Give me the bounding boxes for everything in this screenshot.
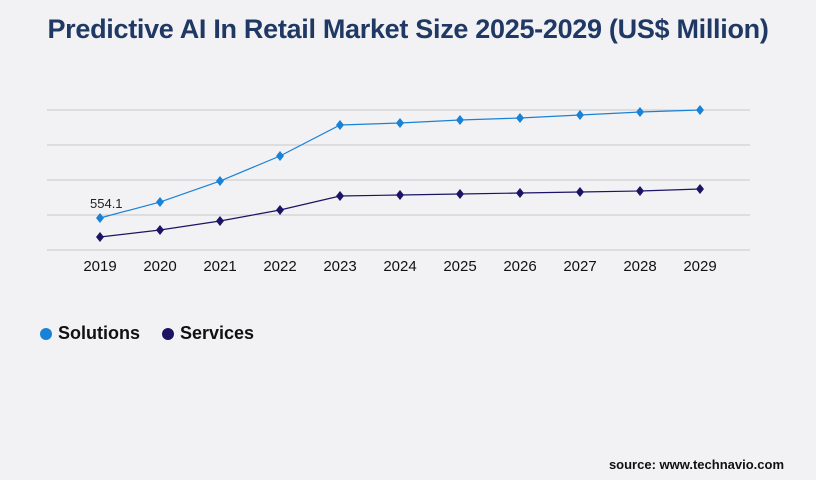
x-tick-label: 2028	[623, 258, 656, 275]
data-point	[96, 213, 104, 224]
legend-item-services: Services	[162, 323, 254, 344]
data-point	[516, 188, 524, 199]
data-point	[96, 232, 104, 243]
legend: Solutions Services	[40, 323, 254, 344]
legend-label: Services	[180, 323, 255, 343]
data-point	[696, 105, 704, 115]
x-tick-label: 2023	[323, 258, 356, 275]
legend-label: Solutions	[58, 323, 140, 343]
x-tick-label: 2020	[143, 258, 176, 275]
x-tick-label: 2025	[443, 258, 476, 275]
data-point	[696, 183, 704, 194]
legend-marker-services	[162, 327, 174, 340]
data-label: 554.1	[90, 196, 123, 211]
data-point	[216, 176, 224, 187]
data-point	[456, 189, 464, 199]
data-point	[156, 197, 164, 208]
chart-title: Predictive AI In Retail Market Size 2025…	[47, 14, 769, 44]
data-point	[516, 113, 524, 124]
x-tick-label: 2027	[563, 258, 596, 275]
data-point	[396, 117, 404, 128]
data-point	[276, 151, 284, 162]
data-point	[396, 189, 404, 200]
x-tick-label: 2026	[503, 258, 536, 275]
data-point	[636, 107, 644, 118]
data-point	[216, 216, 224, 227]
source-note: source: www.technavio.com	[608, 457, 784, 472]
data-point	[576, 110, 584, 121]
data-point	[156, 225, 164, 236]
data-point	[336, 120, 344, 131]
x-tick-label: 2029	[683, 258, 716, 275]
data-point	[276, 204, 284, 215]
x-tick-label: 2022	[263, 258, 296, 275]
x-tick-label: 2021	[203, 258, 236, 275]
legend-marker-solutions	[40, 327, 52, 340]
data-point	[456, 114, 464, 125]
data-point	[576, 186, 584, 197]
data-point	[336, 191, 344, 202]
data-point	[636, 185, 644, 196]
x-tick-label: 2019	[83, 258, 116, 275]
legend-item-solutions: Solutions	[40, 323, 140, 344]
x-tick-label: 2024	[383, 258, 416, 275]
